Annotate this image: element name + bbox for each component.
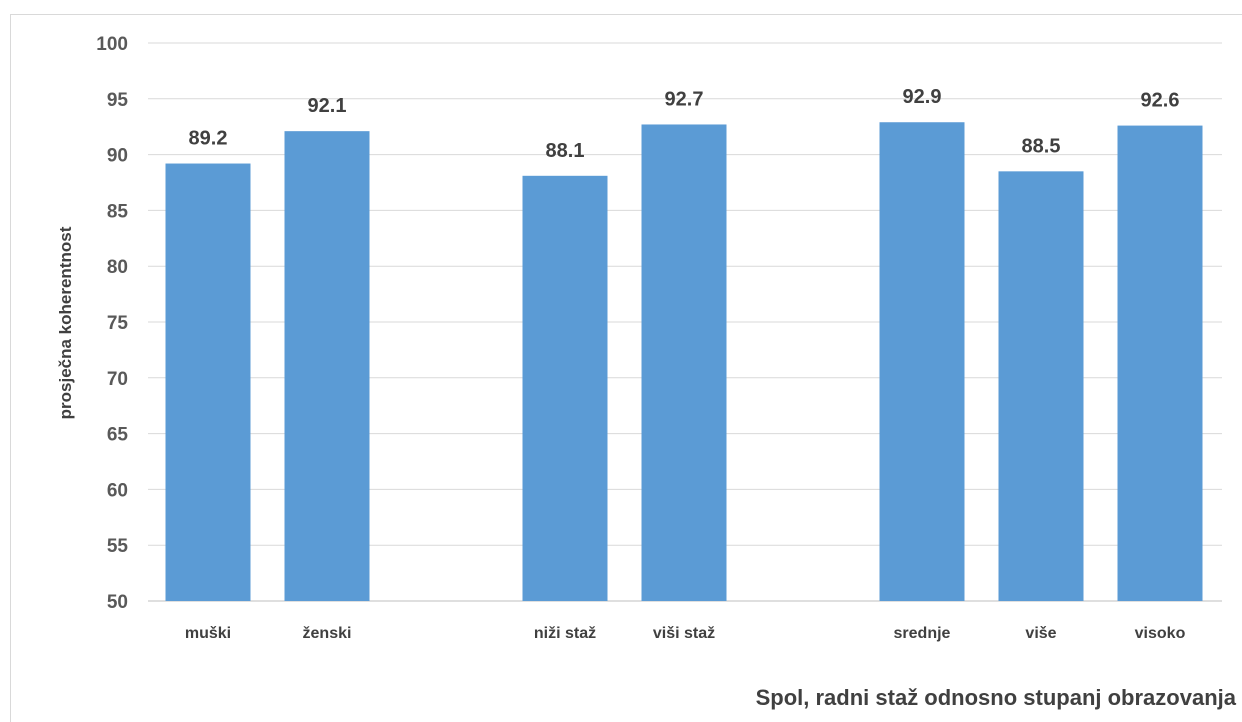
category-label: ženski	[303, 625, 352, 642]
bar-3	[522, 175, 608, 601]
y-tick-label: 75	[107, 313, 129, 334]
y-axis-label: prosječna koherentnost	[56, 226, 75, 419]
y-tick-label: 85	[107, 201, 129, 222]
data-label: 92.9	[903, 86, 942, 108]
y-tick-label: 60	[107, 480, 128, 501]
bars	[165, 122, 1203, 602]
bar-7	[1117, 125, 1203, 602]
bar-2	[284, 131, 370, 601]
category-label: muški	[185, 625, 231, 642]
data-label: 92.7	[665, 88, 704, 110]
data-label: 88.1	[546, 140, 585, 162]
category-label: viši staž	[653, 625, 715, 642]
y-tick-label: 55	[107, 536, 129, 557]
y-tick-label: 50	[107, 592, 128, 613]
bar-5	[879, 122, 965, 602]
y-tick-label: 100	[96, 34, 128, 55]
category-label: više	[1025, 625, 1056, 642]
y-tick-labels: 50 55 60 65 70 75 80 85 90 95 100	[96, 34, 128, 613]
y-tick-label: 70	[107, 369, 128, 390]
data-label: 88.5	[1022, 135, 1061, 157]
data-label: 92.6	[1141, 90, 1180, 112]
data-label: 89.2	[189, 128, 228, 150]
y-tick-label: 65	[107, 425, 129, 446]
y-tick-label: 80	[107, 257, 128, 278]
x-axis-label: Spol, radni staž odnosno stupanj obrazov…	[756, 685, 1237, 710]
category-label: visoko	[1135, 625, 1186, 642]
category-label: srednje	[894, 625, 951, 642]
bar-6	[998, 171, 1084, 601]
chart-frame	[10, 14, 1242, 722]
bar-4	[641, 124, 727, 601]
y-tick-label: 95	[107, 90, 129, 111]
data-label: 92.1	[308, 95, 347, 117]
bar-1	[165, 163, 251, 601]
category-label: niži staž	[534, 625, 596, 642]
y-tick-label: 90	[107, 146, 128, 167]
category-labels: muški ženski niži staž viši staž srednje više…	[185, 625, 1186, 642]
data-labels: 89.2 92.1 88.1 92.7 92.9 88.5 92.6	[189, 86, 1180, 162]
